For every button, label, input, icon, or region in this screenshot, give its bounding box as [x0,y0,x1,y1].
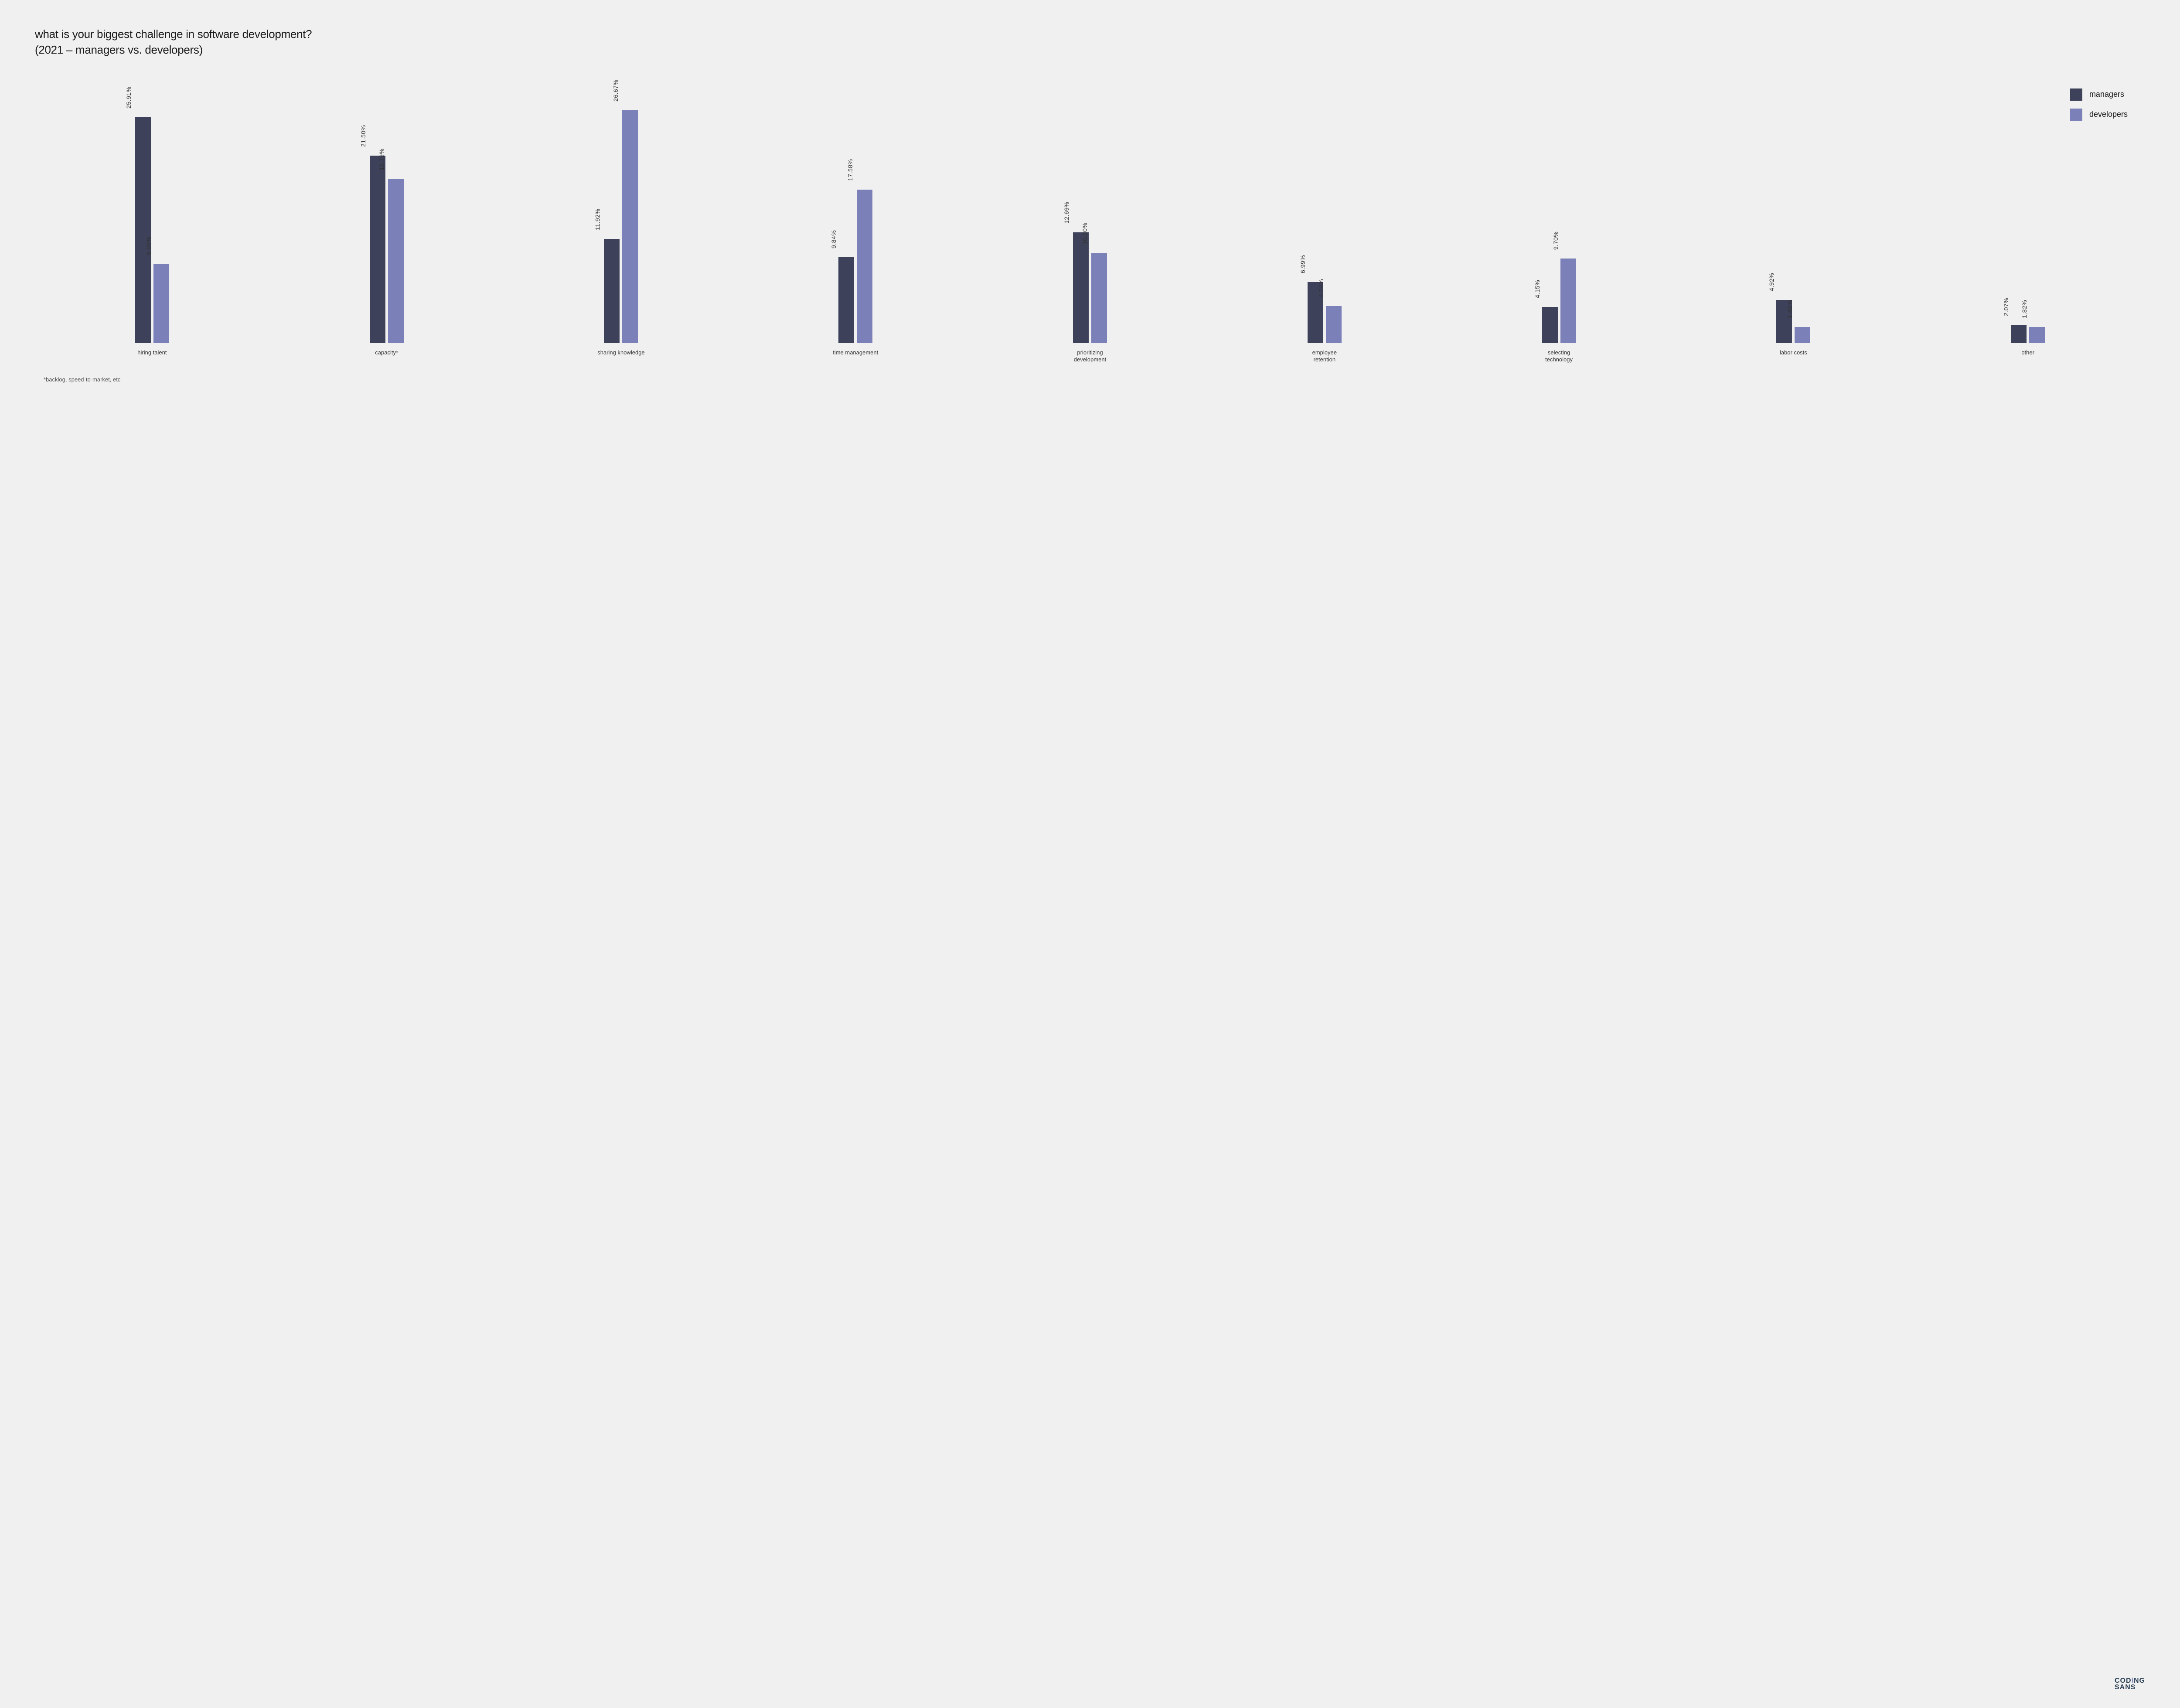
bar-value-label: 9.84% [830,230,837,248]
category-group: 4.92% 1.82% labor costs [1680,84,1906,363]
coding-sans-logo: COD\NG SANS [2115,1678,2145,1691]
bar-value-label: 6.99% [1299,255,1306,273]
bar: 9.84% [838,257,854,343]
bar: 11.92% [604,239,620,343]
bar-pair: 4.92% 1.82% [1680,84,1906,343]
bar-value-label: 1.82% [1786,300,1793,318]
bar: 26.67% [622,110,638,343]
bar-pair: 11.92%26.67% [508,84,734,343]
category-group: 11.92%26.67%sharing knowledge [508,84,734,363]
category-group: 4.15%9.70%selecting technology [1446,84,1672,363]
bar-value-label: 2.07% [2003,298,2010,316]
legend: managers developers [2070,88,2128,121]
chart-container: 25.91%9.09%hiring talent21.50%18.79%capa… [35,84,2145,363]
bar: 4.15% [1542,307,1558,343]
bar-value-label: 26.67% [612,80,619,102]
bar-value-label: 21.50% [359,125,366,146]
title-line-2: (2021 – managers vs. developers) [35,43,203,56]
bar: 1.82% [2029,327,2045,343]
bar-pair: 2.07%1.82% [1915,84,2141,343]
category-group: 21.50%18.79%capacity* [274,84,500,363]
bar: 25.91% [135,117,151,343]
category-group: 6.99% 4.24% employee retention [1212,84,1437,363]
bar: 4.24% [1326,306,1342,343]
legend-item-developers: developers [2070,109,2128,121]
legend-swatch-developers [2070,109,2082,121]
grouped-bar-chart: 25.91%9.09%hiring talent21.50%18.79%capa… [35,84,2145,363]
bar-value-label: 4.24% [1318,279,1325,297]
category-group: 2.07%1.82%other [1915,84,2141,363]
category-label: employee retention [1301,349,1349,363]
category-label: other [2021,349,2034,363]
legend-label-managers: managers [2089,90,2124,99]
bar-pair: 25.91%9.09% [39,84,265,343]
footnote: *backlog, speed-to-market, etc [35,376,2145,383]
category-group: 12.69%10.30%prioritizing development [977,84,1203,363]
bar-pair: 4.15%9.70% [1446,84,1672,343]
category-label: capacity* [375,349,398,363]
bar-pair: 12.69%10.30% [977,84,1203,343]
legend-item-managers: managers [2070,88,2128,101]
bar-value-label: 10.30% [1081,222,1088,244]
category-label: sharing knowledge [597,349,644,363]
bar-value-label: 18.79% [378,149,385,170]
category-group: 25.91%9.09%hiring talent [39,84,265,363]
category-label: labor costs [1780,349,1807,363]
bar: 9.09% [153,264,169,343]
category-group: 9.84%17.58%time management [743,84,968,363]
chart-title: what is your biggest challenge in softwa… [35,26,2145,58]
bar-pair: 6.99% 4.24% [1212,84,1437,343]
bar: 9.70% [1560,259,1576,343]
category-label: hiring talent [137,349,167,363]
bar-value-label: 9.70% [1552,231,1559,250]
category-label: time management [833,349,878,363]
bar: 21.50% [370,156,385,343]
category-label: selecting technology [1535,349,1583,363]
bar: 10.30% [1091,253,1107,343]
bar-value-label: 4.15% [1533,280,1540,298]
bar: 12.69% [1073,232,1089,343]
bar-pair: 9.84%17.58% [743,84,968,343]
bar-pair: 21.50%18.79% [274,84,500,343]
legend-swatch-managers [2070,88,2082,101]
bar-value-label: 12.69% [1063,202,1070,224]
title-line-1: what is your biggest challenge in softwa… [35,27,312,41]
bar-value-label: 17.58% [847,159,854,181]
bar-value-label: 9.09% [145,237,152,255]
bar-value-label: 4.92% [1768,273,1775,291]
bar: 18.79% [388,179,404,343]
bar-value-label: 25.91% [125,86,132,108]
bar: 17.58% [857,190,872,343]
bar-value-label: 11.92% [594,209,601,230]
legend-label-developers: developers [2089,110,2128,119]
bar-value-label: 1.82% [2021,300,2028,318]
logo-text-2: SANS [2115,1684,2136,1691]
category-label: prioritizing development [1066,349,1114,363]
bar: 1.82% [1795,327,1810,343]
bar: 2.07% [2011,325,2027,343]
